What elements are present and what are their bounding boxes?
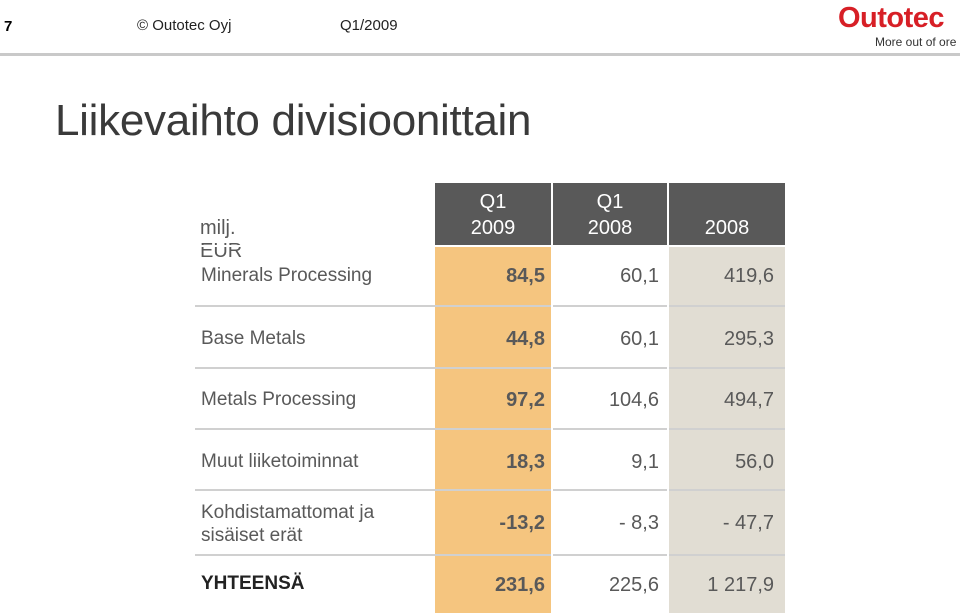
outotec-logo: Outotec More out of ore [838,2,960,52]
slide-title: Liikevaihto divisioonittain [55,96,532,145]
copyright-notice: © Outotec Oyj [137,17,232,34]
column-header-year: 2008 [704,217,750,239]
header-divider [0,53,960,56]
column-header-quarter: Q1 [479,191,507,213]
value-q1-2008: 9,1 [631,451,659,473]
logo-wordmark: Outotec [838,2,945,34]
value-2008: 419,6 [723,265,774,287]
row-divider [195,305,785,307]
column-header-q1-2009: Q1 2009 [435,183,551,245]
value-q1-2008: 225,6 [608,574,659,596]
column-header-year: 2009 [470,217,516,239]
row-label: YHTEENSÄ [201,573,305,594]
page-number: 7 [4,18,13,35]
column-bg-q1-2009 [435,183,551,613]
value-q1-2008: 60,1 [620,265,659,287]
row-label: Kohdistamattomat ja sisäiset erät [201,502,375,546]
row-label: Minerals Processing [201,265,373,286]
row-divider [195,428,785,430]
row-label: Metals Processing [201,389,357,410]
column-header-q1-2008: Q1 2008 [553,183,667,245]
value-2008: 295,3 [723,328,774,350]
column-header-year: 2008 [587,217,633,239]
column-divider [551,183,553,613]
value-q1-2009: 84,5 [506,265,545,287]
row-divider [195,367,785,369]
logo-tagline: More out of ore [875,35,957,49]
column-header-2008: 2008 [669,183,785,245]
value-q1-2009: -13,2 [499,512,545,534]
row-divider [195,554,785,556]
column-bg-2008 [669,183,785,613]
report-period: Q1/2009 [340,17,398,34]
column-divider [667,183,669,613]
value-q1-2008: 60,1 [620,328,659,350]
value-2008: 56,0 [735,451,774,473]
value-2008: 1 217,9 [707,574,774,596]
value-2008: - 47,7 [722,512,774,534]
unit-label: milj. EUR [200,217,243,262]
value-q1-2009: 18,3 [506,451,545,473]
value-q1-2008: 104,6 [608,389,659,411]
value-2008: 494,7 [723,389,774,411]
slide-header: 7 © Outotec Oyj Q1/2009 Outotec More out… [0,0,960,56]
value-q1-2009: 97,2 [506,389,545,411]
column-header-quarter: Q1 [596,191,624,213]
value-q1-2008: - 8,3 [618,512,659,534]
row-label: Base Metals [201,328,306,349]
value-q1-2009: 44,8 [506,328,545,350]
value-q1-2009: 231,6 [494,574,545,596]
row-divider [195,489,785,491]
row-divider [195,245,785,247]
row-label: Muut liiketoiminnat [201,451,359,472]
